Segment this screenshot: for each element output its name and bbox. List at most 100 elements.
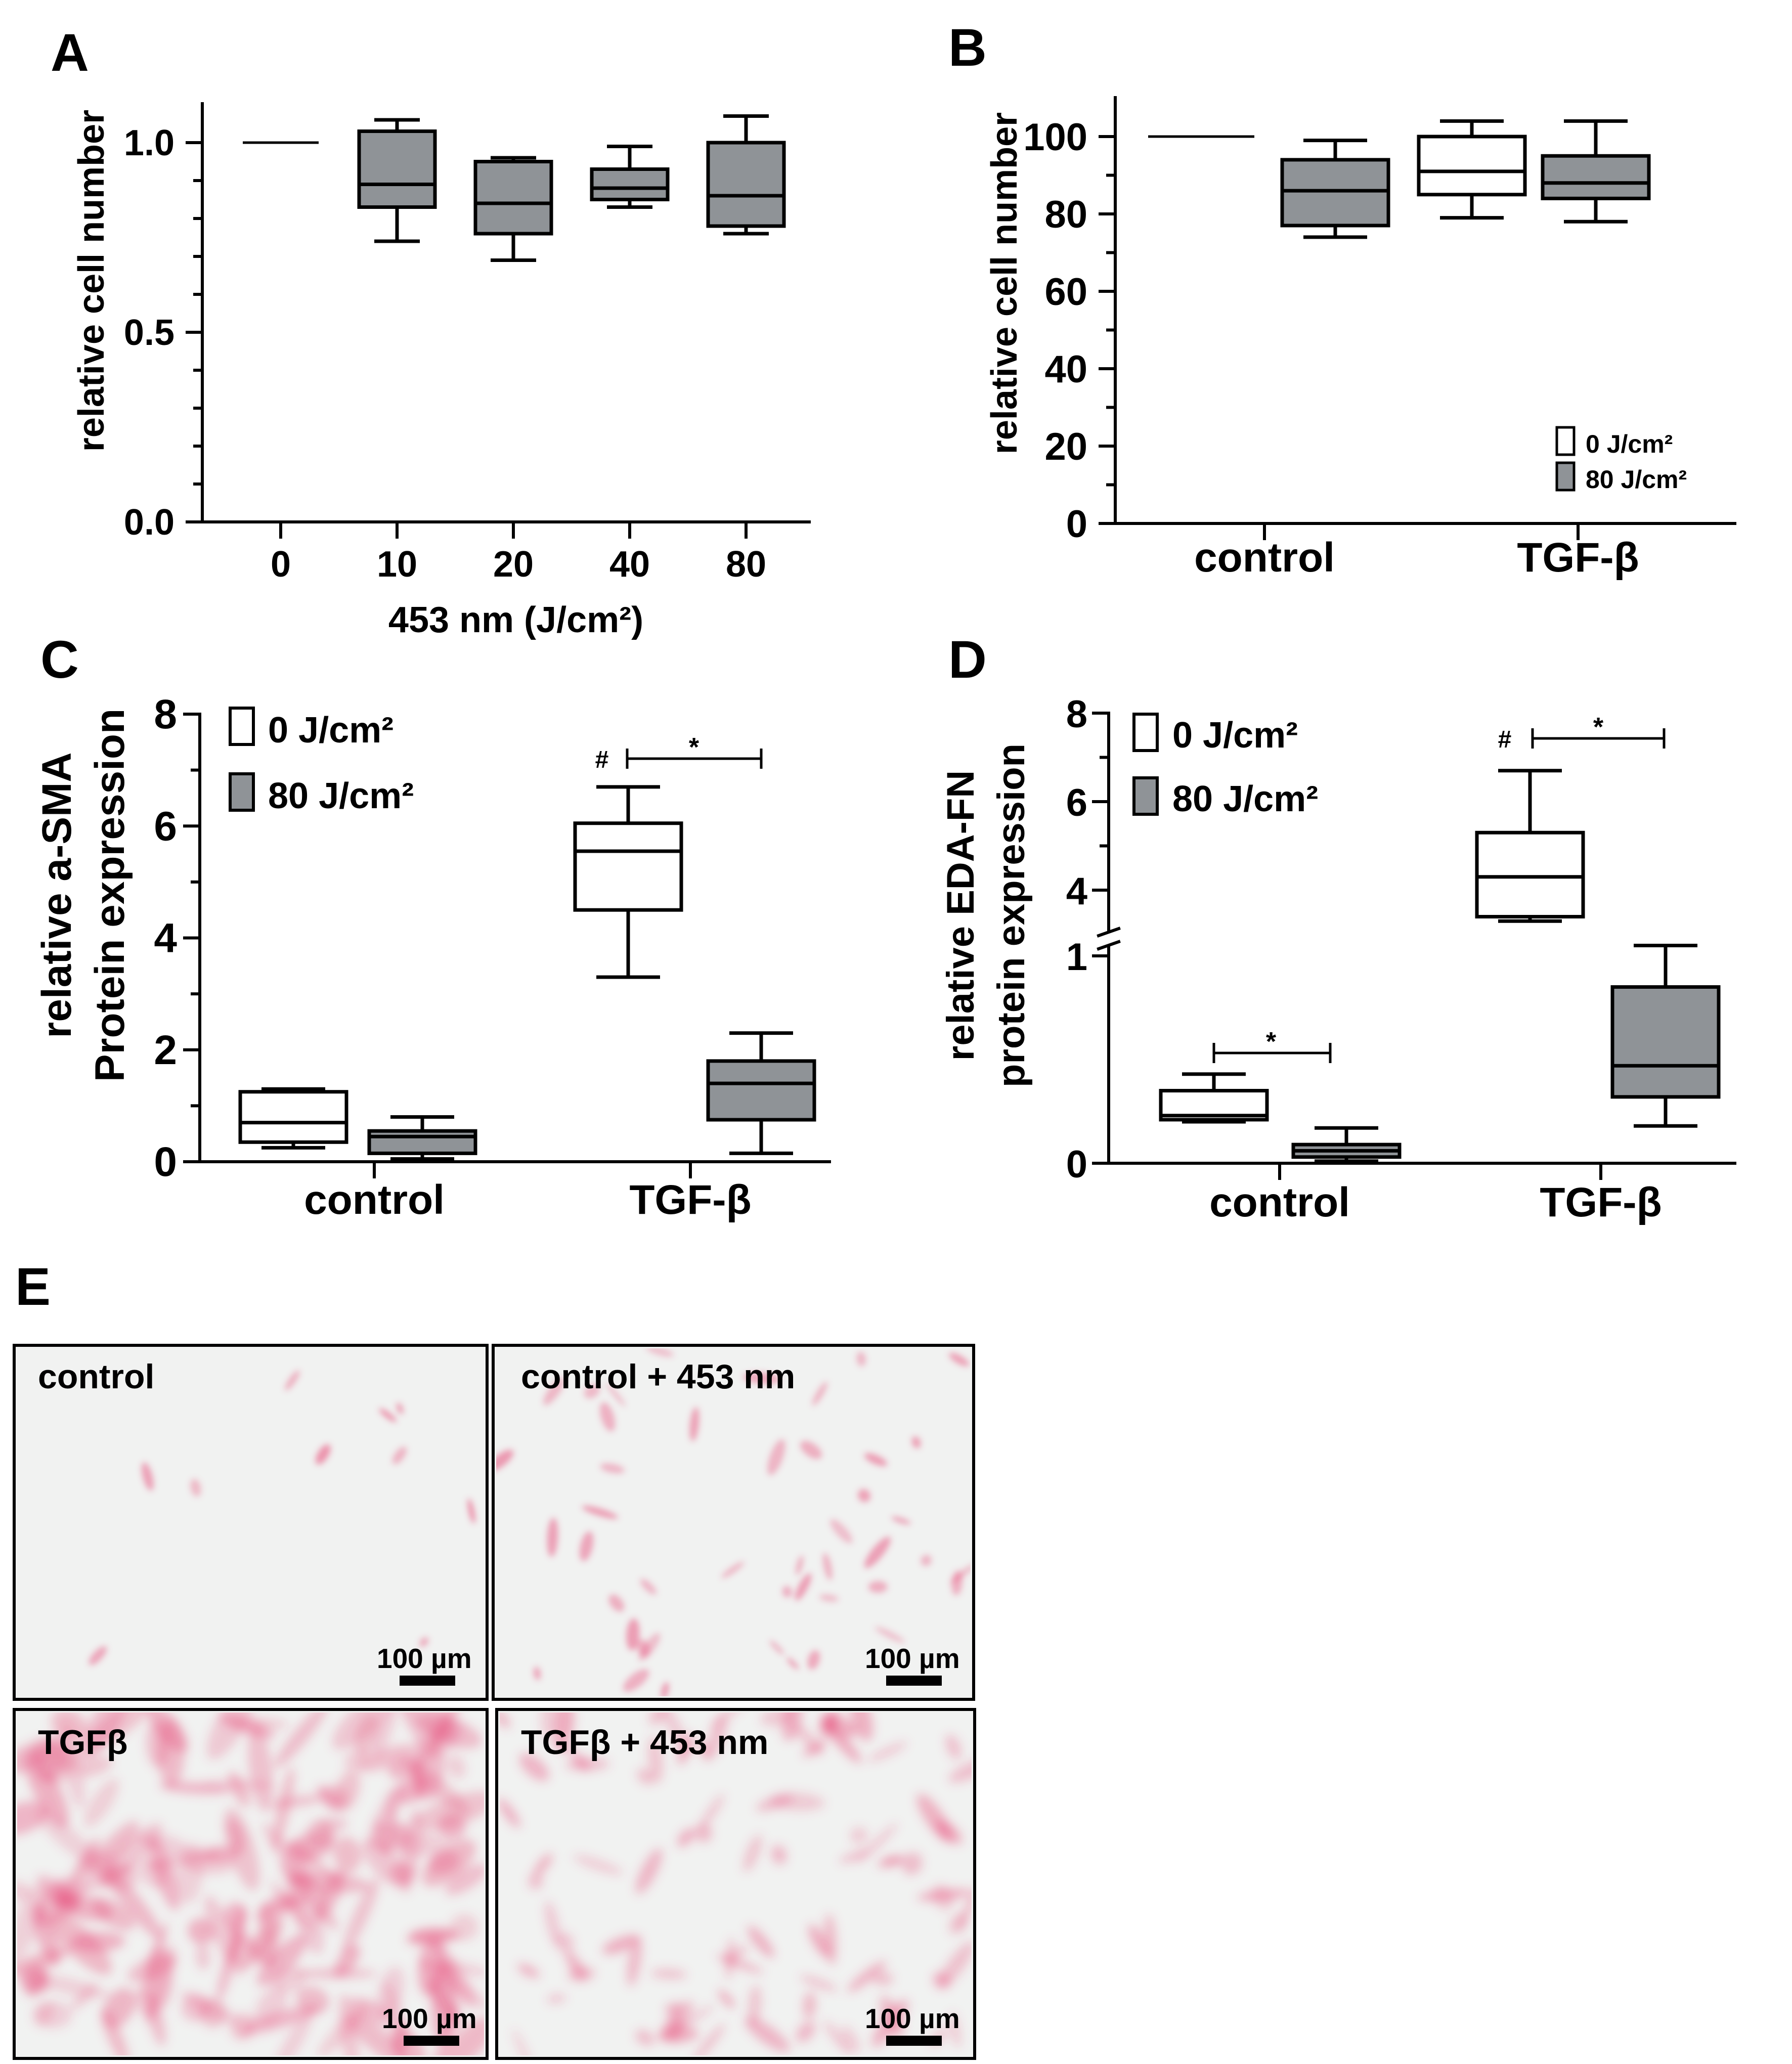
stain-blob [419,1958,484,2009]
chart-d-bracket-tgf [1531,728,1666,749]
stain-blob [369,1839,443,1856]
chart-d-star-tgf: * [1593,713,1604,742]
chart-d-ylabel-line1: relative EDA-FN [939,770,982,1061]
stain-blob [101,2008,129,2055]
scale-bar [886,1676,942,1686]
stain-blob [228,1771,250,1808]
stain-blob [344,1748,370,1769]
stain-blob [256,1892,297,1922]
stain-blob [868,1581,888,1593]
stain-blob [584,1384,600,1399]
chart-b-box-1 [1280,139,1390,239]
stain-blob [55,1894,113,1921]
micrograph-control-453nm: control + 453 nm 100 µm [492,1344,975,1701]
stain-blob [627,1936,642,1987]
stain-blob [496,1450,514,1472]
chart-c: 0 2 4 6 8 control TGF-β relative a-SMA Prote… [34,691,831,1223]
stain-blob [17,1881,33,1901]
chart-b: 0 20 40 60 80 100 control TGF-β relative cell… [984,96,1736,581]
stain-blob [295,1968,377,1979]
stain-blob [803,1992,816,2019]
chart-d-box-3-body [1610,985,1721,1099]
chart-b-xtick-tgf: TGF-β [1517,535,1639,581]
stain-blob [79,1712,129,1761]
stain-blob [342,1877,379,1956]
chart-d-axis-break-mark [1097,927,1121,938]
stain-blob [803,1741,826,1756]
stain-blob [195,1944,210,1970]
chart-d-ylabel-line2: protein expression [990,743,1033,1087]
stain-blob [623,1669,649,1692]
chart-a-box-80 [706,114,786,236]
micrograph-caption: control + 453 nm [521,1357,795,1396]
stain-blob [716,1955,764,1973]
panel-label-c: C [40,630,79,689]
stain-blob [841,2026,860,2053]
stain-blob [650,1968,687,1979]
stain-blob [864,1536,891,1568]
stain-blob [745,2017,790,2052]
stain-blob [512,2029,533,2055]
stain-blob [847,1961,887,1992]
stain-blob [551,1741,576,1754]
stain-blob [822,1553,833,1580]
chart-c-ylabel-line2: Protein expression [87,709,133,1082]
stain-blob [181,1995,210,2022]
panel-label-e: E [15,1257,51,1316]
stain-blob [431,1960,484,1977]
stain-blob [528,1873,543,1890]
stain-blob [635,1848,663,1894]
chart-d-ytick-label: 4 [1066,870,1087,913]
chart-d-legend-label-0: 0 J/cm² [1172,715,1298,756]
stain-texture [496,1348,971,1696]
stain-blob [396,1402,404,1415]
stain-texture [500,1712,972,2055]
panel-e: control 100 µm control + 453 nm 100 µm T… [13,1344,976,2060]
stain-blob [626,1618,640,1651]
chart-d-box-1 [1291,1126,1402,1163]
chart-c-star: * [689,733,700,762]
stain-blob [786,1657,799,1670]
stain-blob [871,1999,908,2047]
stain-blob [950,2012,960,2048]
stain-blob [274,1712,329,1769]
stain-blob [30,1738,79,1770]
chart-b-ylabel: relative cell number [984,112,1025,454]
stain-blob [447,2016,484,2055]
chart-c-ytick-label: 8 [154,691,177,737]
chart-d-xtick-control: control [1209,1179,1350,1225]
chart-c-box-2-body [573,821,683,912]
stain-blob [573,1753,589,1770]
stain-blob [239,2005,320,2035]
stain-blob [338,1993,359,2055]
stain-blob [372,1712,397,1759]
chart-c-box-0-body [238,1090,348,1144]
chart-d-axis-break-mark [1097,940,1121,951]
stain-blob [428,1851,460,1874]
stain-blob [565,1950,586,1980]
stain-blob [427,1978,460,2027]
stain-blob [677,1828,695,1847]
chart-c-legend-swatch-0 [229,707,255,746]
stain-blob [932,1971,951,1989]
stain-texture [17,1712,484,2055]
stain-blob [824,1716,858,1738]
stain-blob [361,1839,409,1888]
chart-d: 0 1 4 6 8 control TGF-β relative EDA-FN prot… [939,693,1736,1225]
stain-blob [409,1928,461,1944]
chart-d-legend-swatch-1 [1132,776,1159,816]
stain-blob [795,1573,812,1601]
chart-c-box-3 [706,1031,816,1155]
chart-a-xtick-80: 80 [726,544,766,585]
stain-blob [17,1801,49,1835]
stain-blob [573,1855,623,1875]
stain-blob [50,1912,112,1975]
stain-blob [146,1992,166,2046]
chart-c-xtick-control: control [304,1177,445,1223]
stain-blob [824,2021,852,2055]
micrograph-caption: TGFβ [38,1723,127,1762]
chart-b-ytick-label: 60 [1044,271,1087,314]
stain-blob [949,1914,968,1935]
stain-blob [800,1440,822,1459]
stain-blob [379,1408,397,1422]
